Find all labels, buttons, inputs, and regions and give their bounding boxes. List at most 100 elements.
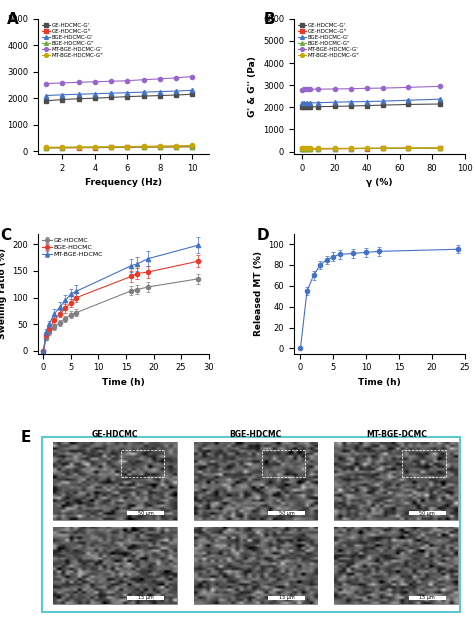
BGE-HDCMC-G': [59, 91, 65, 98]
GE-HDCMC-G': [157, 92, 163, 100]
Line: GE-HDCMC-G': GE-HDCMC-G': [300, 102, 442, 110]
GE-HDCMC-G": [348, 145, 354, 152]
MT-BGE-HDCMC-G': [315, 85, 321, 93]
BGE-HDCMC-G": [307, 145, 313, 153]
GE-HDCMC-G": [76, 144, 82, 151]
MT-BGE-HDCMC-G": [304, 145, 310, 152]
GE-HDCMC-G': [332, 103, 337, 110]
MT-BGE-HDCMC-G": [332, 145, 337, 152]
Text: D: D: [256, 228, 269, 243]
GE-HDCMC-G": [190, 143, 195, 151]
MT-BGE-HDCMC-G': [332, 85, 337, 93]
Line: GE-HDCMC-G': GE-HDCMC-G': [44, 92, 194, 103]
MT-BGE-HDCMC-G": [405, 144, 410, 151]
GE-HDCMC-G': [76, 95, 82, 103]
Line: MT-BGE-HDCMC-G": MT-BGE-HDCMC-G": [44, 143, 194, 149]
GE-HDCMC-G": [364, 145, 370, 152]
GE-HDCMC-G": [173, 143, 179, 151]
Y-axis label: Swelling ratio (%): Swelling ratio (%): [0, 248, 7, 339]
MT-BGE-HDCMC-G": [364, 145, 370, 152]
GE-HDCMC-G': [59, 96, 65, 103]
GE-HDCMC-G": [381, 145, 386, 152]
MT-BGE-HDCMC-G': [301, 85, 307, 92]
MT-BGE-HDCMC-G': [348, 85, 354, 93]
BGE-HDCMC-G': [108, 90, 114, 97]
MT-BGE-HDCMC-G': [299, 86, 305, 93]
GE-HDCMC-G': [405, 101, 410, 108]
GE-HDCMC-G': [381, 101, 386, 109]
Line: GE-HDCMC-G": GE-HDCMC-G": [44, 145, 194, 150]
BGE-HDCMC-G': [405, 96, 410, 104]
GE-HDCMC-G': [92, 95, 98, 102]
GE-HDCMC-G": [307, 145, 313, 153]
GE-HDCMC-G": [301, 145, 307, 153]
Line: BGE-HDCMC-G": BGE-HDCMC-G": [300, 146, 442, 151]
Line: BGE-HDCMC-G': BGE-HDCMC-G': [44, 88, 194, 98]
GE-HDCMC-G": [157, 143, 163, 151]
GE-HDCMC-G': [301, 103, 307, 111]
MT-BGE-HDCMC-G": [381, 145, 386, 152]
GE-HDCMC-G": [92, 144, 98, 151]
BGE-HDCMC-G": [405, 145, 410, 152]
MT-BGE-HDCMC-G': [381, 85, 386, 92]
MT-BGE-HDCMC-G": [190, 141, 195, 149]
GE-HDCMC-G": [332, 145, 337, 153]
BGE-HDCMC-G': [173, 87, 179, 95]
BGE-HDCMC-G": [381, 145, 386, 152]
MT-BGE-HDCMC-G': [43, 80, 49, 88]
FancyBboxPatch shape: [53, 443, 176, 520]
Line: MT-BGE-HDCMC-G': MT-BGE-HDCMC-G': [300, 85, 442, 91]
BGE-HDCMC-G": [438, 145, 443, 152]
BGE-HDCMC-G': [304, 99, 310, 106]
Line: BGE-HDCMC-G": BGE-HDCMC-G": [44, 145, 194, 150]
Y-axis label: Released MT (%): Released MT (%): [254, 251, 263, 336]
BGE-HDCMC-G': [315, 99, 321, 106]
BGE-HDCMC-G": [364, 145, 370, 152]
GE-HDCMC-G': [108, 94, 114, 101]
Line: MT-BGE-HDCMC-G": MT-BGE-HDCMC-G": [300, 145, 442, 150]
GE-HDCMC-G": [304, 145, 310, 153]
Text: A: A: [7, 12, 19, 27]
BGE-HDCMC-G': [307, 99, 313, 106]
FancyBboxPatch shape: [53, 527, 176, 605]
MT-BGE-HDCMC-G": [43, 143, 49, 151]
GE-HDCMC-G': [125, 93, 130, 100]
Text: B: B: [263, 12, 275, 27]
BGE-HDCMC-G': [141, 88, 146, 96]
BGE-HDCMC-G': [92, 90, 98, 98]
BGE-HDCMC-G": [315, 145, 321, 153]
MT-BGE-HDCMC-G": [315, 145, 321, 152]
MT-BGE-HDCMC-G': [307, 85, 313, 93]
BGE-HDCMC-G': [348, 98, 354, 106]
MT-BGE-HDCMC-G": [108, 143, 114, 150]
GE-HDCMC-G": [315, 145, 321, 153]
MT-BGE-HDCMC-G": [76, 143, 82, 151]
MT-BGE-HDCMC-G": [173, 142, 179, 150]
MT-BGE-HDCMC-G": [307, 145, 313, 152]
MT-BGE-HDCMC-G": [348, 145, 354, 152]
GE-HDCMC-G": [405, 145, 410, 152]
GE-HDCMC-G': [173, 91, 179, 99]
BGE-HDCMC-G': [299, 99, 305, 106]
BGE-HDCMC-G": [348, 145, 354, 152]
BGE-HDCMC-G': [43, 92, 49, 100]
BGE-HDCMC-G': [125, 89, 130, 96]
GE-HDCMC-G": [299, 145, 305, 153]
GE-HDCMC-G': [315, 103, 321, 110]
BGE-HDCMC-G": [76, 144, 82, 151]
FancyBboxPatch shape: [334, 527, 458, 605]
MT-BGE-HDCMC-G': [304, 85, 310, 93]
Legend: GE-HDCMC-G', GE-HDCMC-G", BGE-HDCMC-G', BGE-HDCMC-G", MT-BGE-HDCMC-G', MT-BGE-HD: GE-HDCMC-G', GE-HDCMC-G", BGE-HDCMC-G', …: [41, 21, 105, 59]
Line: MT-BGE-HDCMC-G': MT-BGE-HDCMC-G': [44, 74, 194, 86]
BGE-HDCMC-G": [141, 143, 146, 151]
X-axis label: γ (%): γ (%): [366, 178, 392, 187]
MT-BGE-HDCMC-G': [141, 76, 146, 83]
BGE-HDCMC-G": [157, 143, 163, 151]
BGE-HDCMC-G": [299, 145, 305, 152]
BGE-HDCMC-G': [438, 95, 443, 103]
MT-BGE-HDCMC-G": [438, 144, 443, 151]
BGE-HDCMC-G': [157, 88, 163, 95]
GE-HDCMC-G': [307, 103, 313, 111]
GE-HDCMC-G': [190, 91, 195, 98]
BGE-HDCMC-G': [381, 98, 386, 105]
